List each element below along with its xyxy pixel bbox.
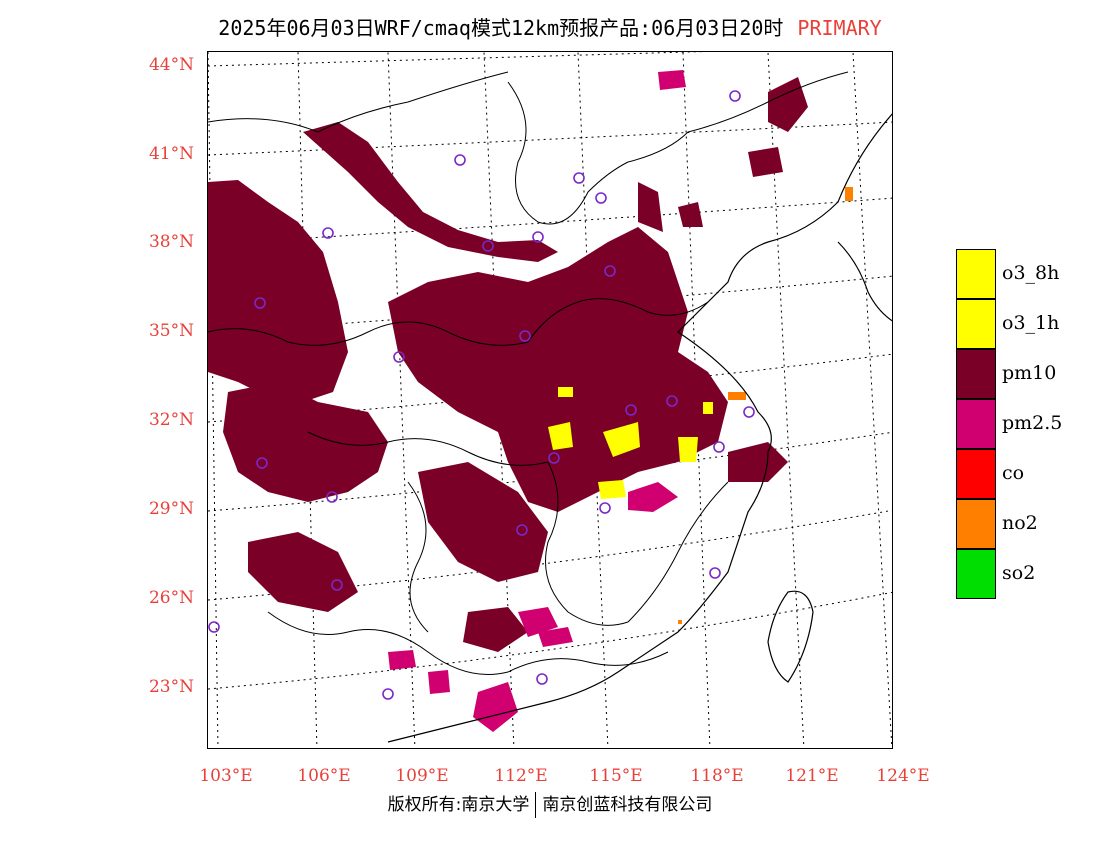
station-marker	[666, 395, 678, 407]
legend-swatch	[956, 249, 996, 299]
station-marker	[604, 265, 616, 277]
legend-label: no2	[1002, 512, 1038, 534]
x-tick-label: 121°E	[785, 766, 839, 786]
title-main: 2025年06月03日WRF/cmaq模式12km预报产品:06月03日20时	[218, 16, 784, 40]
y-tick-label: 35°N	[148, 321, 194, 341]
legend-swatch	[956, 349, 996, 399]
station-marker	[482, 240, 494, 252]
legend-swatch	[956, 299, 996, 349]
x-tick-label: 103°E	[199, 766, 253, 786]
copyright-separator	[535, 792, 537, 818]
legend-item-pm25: pm2.5	[956, 399, 1086, 449]
station-marker	[519, 330, 531, 342]
y-tick-label: 44°N	[148, 55, 194, 75]
station-marker	[713, 441, 725, 453]
pollutant-map	[207, 51, 893, 749]
copyright: 版权所有:南京大学 南京创蓝科技有限公司	[0, 790, 1100, 818]
station-marker	[595, 192, 607, 204]
station-marker	[256, 457, 268, 469]
station-marker	[208, 621, 220, 633]
y-tick-label: 26°N	[148, 588, 194, 608]
o3-regions	[548, 387, 713, 499]
legend-item-co: co	[956, 449, 1086, 499]
station-marker	[536, 673, 548, 685]
copyright-left: 版权所有:南京大学	[387, 795, 530, 815]
station-marker	[625, 404, 637, 416]
legend-swatch	[956, 449, 996, 499]
legend-item-o3-8h: o3_8h	[956, 249, 1086, 299]
station-marker	[599, 502, 611, 514]
station-marker	[393, 351, 405, 363]
map-canvas	[208, 52, 892, 748]
station-marker	[454, 154, 466, 166]
pm10-regions	[208, 77, 808, 652]
legend-item-so2: so2	[956, 549, 1086, 599]
legend-label: pm10	[1002, 362, 1057, 384]
legend-label: so2	[1002, 562, 1036, 584]
legend-swatch	[956, 499, 996, 549]
legend-swatch	[956, 399, 996, 449]
station-marker	[532, 231, 544, 243]
station-marker	[326, 491, 338, 503]
y-tick-label: 29°N	[148, 499, 194, 519]
legend-item-o3-1h: o3_1h	[956, 299, 1086, 349]
legend-label: o3_8h	[1002, 262, 1060, 284]
x-tick-label: 124°E	[876, 766, 930, 786]
coastline	[387, 113, 892, 743]
no2-spots	[678, 187, 853, 624]
x-tick-label: 118°E	[690, 766, 744, 786]
station-marker	[729, 90, 741, 102]
legend-label: o3_1h	[1002, 312, 1060, 334]
x-tick-label: 109°E	[395, 766, 449, 786]
station-marker	[709, 567, 721, 579]
legend-label: pm2.5	[1002, 412, 1063, 434]
station-markers	[208, 90, 755, 700]
station-marker	[322, 227, 334, 239]
legend-label: co	[1002, 462, 1025, 484]
station-marker	[548, 452, 560, 464]
y-tick-label: 32°N	[148, 410, 194, 430]
legend-item-pm10: pm10	[956, 349, 1086, 399]
x-tick-label: 112°E	[494, 766, 548, 786]
province-boundaries	[208, 71, 849, 675]
legend-swatch	[956, 549, 996, 599]
legend: o3_8h o3_1h pm10 pm2.5 co no2 so2	[956, 249, 1086, 599]
station-marker	[743, 406, 755, 418]
x-tick-label: 115°E	[589, 766, 643, 786]
y-tick-label: 38°N	[148, 232, 194, 252]
y-tick-label: 23°N	[148, 677, 194, 697]
chart-title: 2025年06月03日WRF/cmaq模式12km预报产品:06月03日20时 P…	[0, 12, 1100, 41]
copyright-right: 南京创蓝科技有限公司	[542, 795, 713, 815]
station-marker	[573, 172, 585, 184]
station-marker	[254, 297, 266, 309]
y-tick-label: 41°N	[148, 144, 194, 164]
legend-item-no2: no2	[956, 499, 1086, 549]
station-marker	[382, 688, 394, 700]
pm25-regions	[388, 70, 686, 732]
x-tick-label: 106°E	[297, 766, 351, 786]
station-marker	[516, 524, 528, 536]
station-marker	[331, 579, 343, 591]
title-tag: PRIMARY	[797, 16, 882, 40]
